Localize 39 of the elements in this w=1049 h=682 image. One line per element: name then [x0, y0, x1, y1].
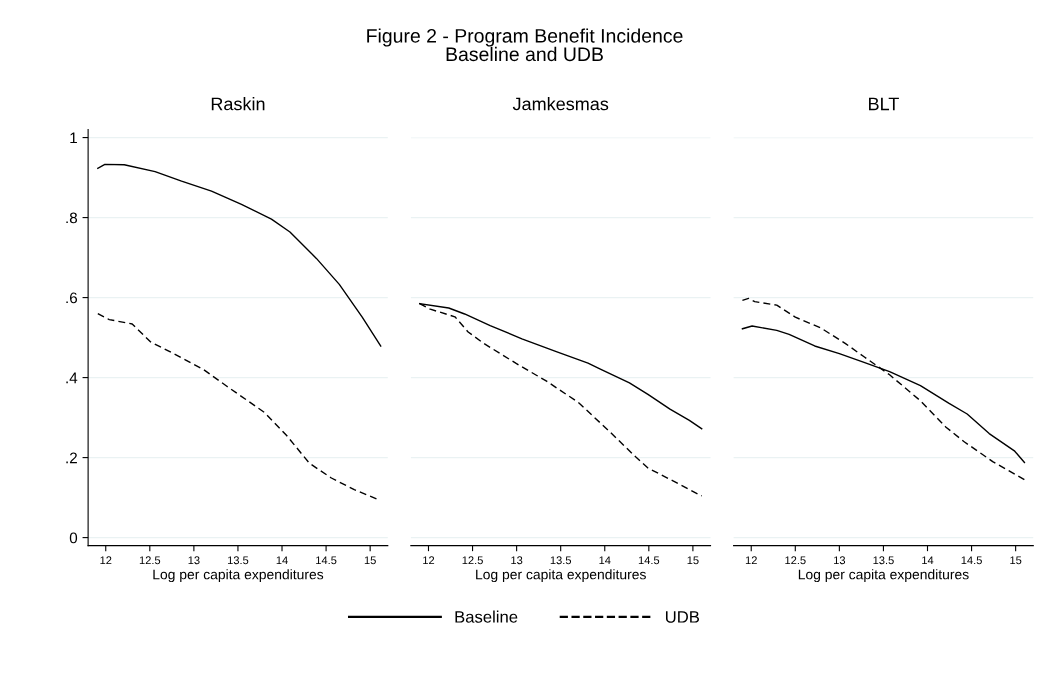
caption: Figure 2 - Program Benefit Incidence [367, 28, 683, 47]
x-axis-title: Log per capita expenditures [798, 569, 969, 583]
x-tick-label: 14 [922, 556, 934, 565]
chart-title: Raskin [211, 97, 265, 111]
x-tick-label: 13.5 [550, 556, 572, 565]
x-tick-label: 14.5 [316, 556, 337, 565]
x-tick-label: 12.5 [139, 556, 161, 565]
x-tick-label: 15 [364, 556, 376, 565]
line-series [97, 163, 382, 347]
x-tick-label: 15 [1010, 556, 1022, 565]
chart-title: BLT [869, 97, 899, 111]
text: Baseline and UDB [446, 46, 603, 62]
text: UDB [665, 611, 700, 623]
x-tick-label: 12.5 [462, 556, 483, 565]
x-tick-label: 15 [687, 556, 699, 565]
line-series [97, 312, 378, 500]
x-tick-label: 14.5 [638, 556, 660, 565]
x-tick-label: 14.5 [961, 556, 982, 565]
x-tick-label: 14 [599, 556, 611, 565]
y-tick-label: 1 [70, 132, 77, 144]
y-tick-label: .4 [66, 372, 78, 384]
x-tick-label: 13.5 [227, 556, 249, 565]
x-axis-title: Log per capita expenditures [153, 569, 324, 583]
x-tick-label: 12.5 [785, 556, 806, 565]
x-tick-label: 12 [745, 556, 757, 565]
x-tick-label: 12 [423, 556, 435, 565]
x-tick-label: 13 [511, 556, 523, 565]
x-tick-label: 12 [100, 556, 112, 565]
text: Baseline [455, 610, 518, 623]
x-axis-title: Log per capita expenditures [476, 569, 646, 583]
x-tick-label: 13 [834, 556, 846, 565]
y-tick-label: 0 [69, 532, 78, 544]
x-tick-label: 13.5 [873, 556, 894, 565]
chart-title: Jamkesmas [512, 97, 609, 111]
x-tick-label: 13 [188, 556, 200, 565]
y-tick-label: .6 [66, 292, 78, 304]
y-tick-label: .2 [66, 452, 77, 464]
y-tick-label: .8 [66, 212, 78, 224]
x-tick-label: 14 [276, 556, 288, 565]
